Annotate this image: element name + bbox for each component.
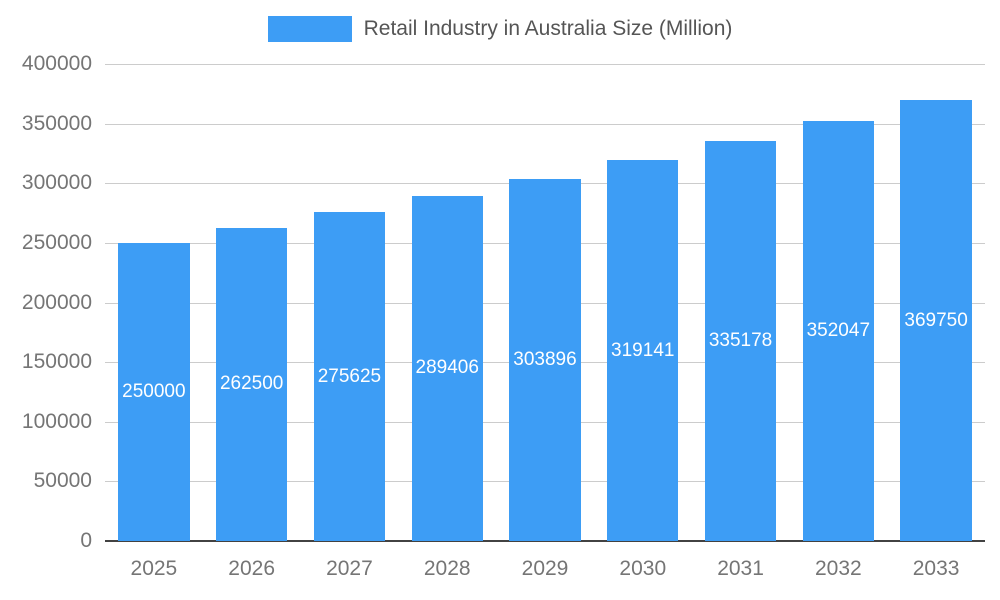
bar-value-label: 250000 [122, 380, 186, 402]
bar-value-label: 303896 [513, 348, 577, 370]
y-tick-label: 50000 [33, 469, 92, 493]
bar-value-label: 335178 [708, 330, 773, 352]
x-tick-label: 2028 [423, 557, 471, 580]
y-tick-label: 350000 [21, 111, 92, 135]
bar[interactable]: 335178 [704, 141, 777, 541]
x-tick-label: 2025 [130, 557, 178, 580]
bar-value-label: 275625 [317, 365, 382, 387]
y-tick-label: 400000 [21, 52, 92, 75]
y-tick-label: 100000 [21, 409, 92, 433]
chart-title: Retail Industry in Australia Size (Milli… [363, 17, 733, 40]
bar[interactable]: 250000 [118, 242, 190, 541]
bar[interactable]: 289406 [411, 195, 483, 541]
bar[interactable]: 262500 [216, 227, 288, 541]
x-tick-label: 2031 [717, 557, 764, 580]
bar[interactable]: 275625 [313, 212, 386, 541]
bar-value-label: 319141 [611, 339, 675, 361]
y-tick-label: 200000 [21, 290, 92, 314]
gridline [105, 123, 985, 125]
bar[interactable]: 369750 [900, 100, 972, 541]
legend-swatch [267, 16, 352, 42]
bar-value-label: 262500 [219, 373, 284, 395]
legend[interactable]: Retail Industry in Australia Size (Milli… [0, 16, 1000, 42]
bar[interactable]: 352047 [802, 121, 874, 541]
y-tick-label: 150000 [21, 350, 92, 374]
bar[interactable]: 303896 [509, 178, 581, 541]
bar[interactable]: 319141 [607, 160, 679, 541]
x-tick-label: 2033 [912, 557, 960, 580]
plot-area: 250000 262500 275625 289406 303896 319141 3351… [105, 64, 985, 542]
bar-value-label: 369750 [904, 309, 968, 331]
y-tick-label: 250000 [21, 230, 92, 254]
x-tick-label: 2030 [619, 557, 667, 580]
x-tick-label: 2032 [814, 557, 862, 580]
x-axis-baseline [105, 540, 985, 542]
x-tick-label: 2026 [228, 557, 276, 580]
bar-value-label: 352047 [806, 320, 871, 342]
gridline [105, 64, 985, 65]
y-tick-label: 0 [80, 529, 92, 552]
x-tick-label: 2029 [521, 557, 569, 580]
y-tick-label: 300000 [21, 171, 92, 195]
bar-value-label: 289406 [415, 357, 479, 379]
x-tick-label: 2027 [326, 557, 373, 580]
